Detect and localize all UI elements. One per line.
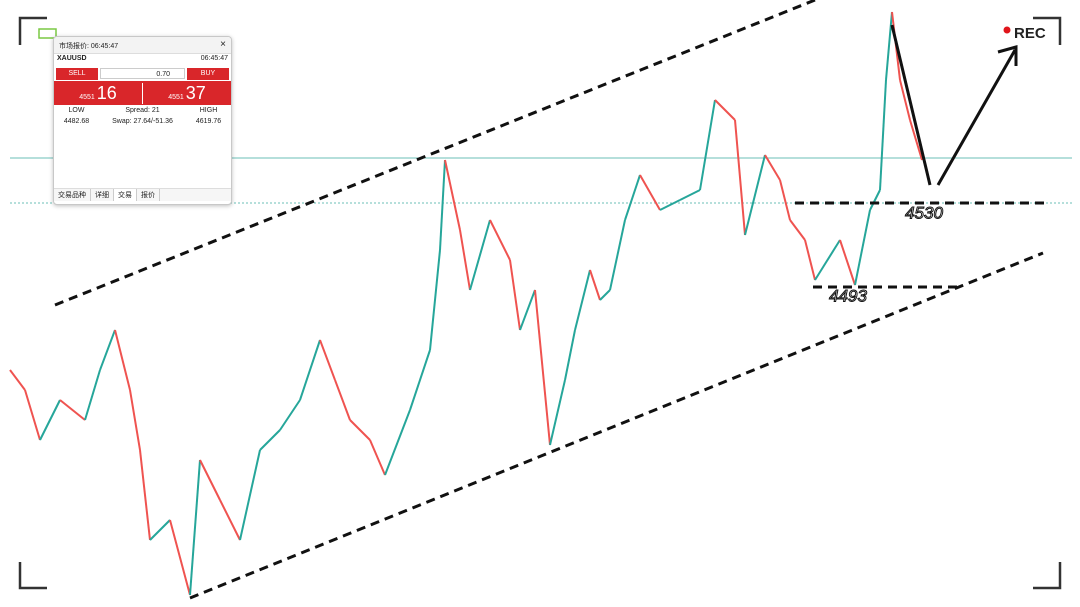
tab-bar: 交易品种 详细 交易 报价 <box>54 188 231 201</box>
tab[interactable]: 详细 <box>91 189 114 201</box>
ask-prefix: 4551 <box>168 94 184 101</box>
price-segment <box>24 389 41 441</box>
price-segment <box>639 174 661 211</box>
volume-input[interactable]: 0.70 <box>100 68 185 79</box>
price-segment <box>909 119 923 161</box>
spread: Spread: 21 <box>125 107 160 114</box>
bracket <box>1033 562 1062 590</box>
bracket <box>18 16 47 45</box>
sell-button[interactable]: SELL <box>56 68 98 80</box>
price-segment <box>259 429 281 451</box>
price-segment <box>84 369 101 421</box>
price-segment <box>369 439 386 476</box>
price-segment <box>885 11 893 81</box>
price-segment <box>699 99 716 191</box>
price-segment <box>764 154 781 181</box>
buy-button[interactable]: BUY <box>187 68 229 80</box>
price-segment <box>659 199 681 211</box>
price-segment <box>854 209 871 286</box>
price-segment <box>789 219 806 241</box>
price-segment <box>39 399 61 441</box>
price-segment <box>814 239 841 281</box>
price-segment <box>534 289 551 446</box>
high-label: HIGH <box>199 107 218 114</box>
price-segment <box>239 449 261 541</box>
price-segment <box>899 79 911 121</box>
price-segment <box>779 179 791 221</box>
price-segment <box>549 379 566 446</box>
low-value: 4482.68 <box>63 118 90 125</box>
price-segment <box>714 99 736 121</box>
price-segment <box>9 369 26 391</box>
price-segment <box>509 259 521 331</box>
rec-dot <box>1003 26 1011 34</box>
tab[interactable]: 报价 <box>137 189 160 201</box>
level-label: 4530 <box>905 203 943 222</box>
ask-big: 37 <box>185 83 206 103</box>
price-segment <box>459 229 471 291</box>
price-segment <box>609 219 626 291</box>
close-button[interactable]: × <box>220 39 226 50</box>
corner-brackets <box>18 16 1062 590</box>
window-title: 市场报价: 06:45:47 <box>59 43 119 50</box>
swap: Swap: 27.64/-51.36 <box>112 118 173 125</box>
symbol: XAUUSD <box>57 55 87 62</box>
price-segment <box>439 159 446 251</box>
price-segment <box>129 389 141 451</box>
high-value: 4619.76 <box>195 118 222 125</box>
price-segment <box>564 329 576 381</box>
price-segment <box>574 269 591 331</box>
price-segment <box>624 174 641 221</box>
price-segment <box>149 519 171 541</box>
channel-lower <box>189 251 1044 600</box>
price-segment <box>59 399 86 421</box>
price-segment <box>599 289 611 301</box>
price-segment <box>334 379 351 421</box>
bid-big: 16 <box>96 83 117 103</box>
price-segment <box>469 219 491 291</box>
price-segment <box>734 119 746 236</box>
price-segment <box>679 189 701 201</box>
channel-upper <box>54 0 816 307</box>
battery-icon <box>38 28 57 39</box>
price-segment <box>279 399 301 431</box>
price-segment <box>114 329 131 391</box>
price-segment <box>489 219 511 261</box>
bracket <box>1033 16 1062 45</box>
price-segment <box>519 289 536 331</box>
tab[interactable]: 交易品种 <box>54 189 91 201</box>
tab[interactable]: 交易 <box>114 189 137 201</box>
quote-window: 市场报价: 06:45:47 × XAUUSD 06:45:47 SELL 0.… <box>53 36 232 205</box>
bracket <box>18 562 47 590</box>
price-segment <box>589 269 601 301</box>
rec-label: REC <box>1014 25 1046 42</box>
price-segment <box>189 459 201 596</box>
price-segment <box>299 339 321 401</box>
drawn-line <box>890 24 932 186</box>
price-segment <box>804 239 816 281</box>
price-segment <box>169 519 191 596</box>
price-segment <box>409 349 431 411</box>
time: 06:45:47 <box>200 55 228 62</box>
price-segment <box>219 499 241 541</box>
price-segment <box>384 409 411 476</box>
price-segment <box>99 329 116 371</box>
price-segment <box>349 419 371 441</box>
price-segment <box>429 249 441 351</box>
price-segment <box>199 459 221 501</box>
price-segment <box>869 189 881 211</box>
price-segment <box>839 239 856 286</box>
price-segment <box>444 159 461 231</box>
low-label: LOW <box>68 107 85 114</box>
bid-prefix: 4551 <box>79 94 95 101</box>
price-path <box>9 11 923 596</box>
price-segment <box>319 339 336 381</box>
arrow <box>936 45 1018 186</box>
price-segment <box>139 449 151 541</box>
price-segment <box>879 79 887 191</box>
price-segment <box>744 154 766 236</box>
level-label: 4493 <box>829 286 867 305</box>
